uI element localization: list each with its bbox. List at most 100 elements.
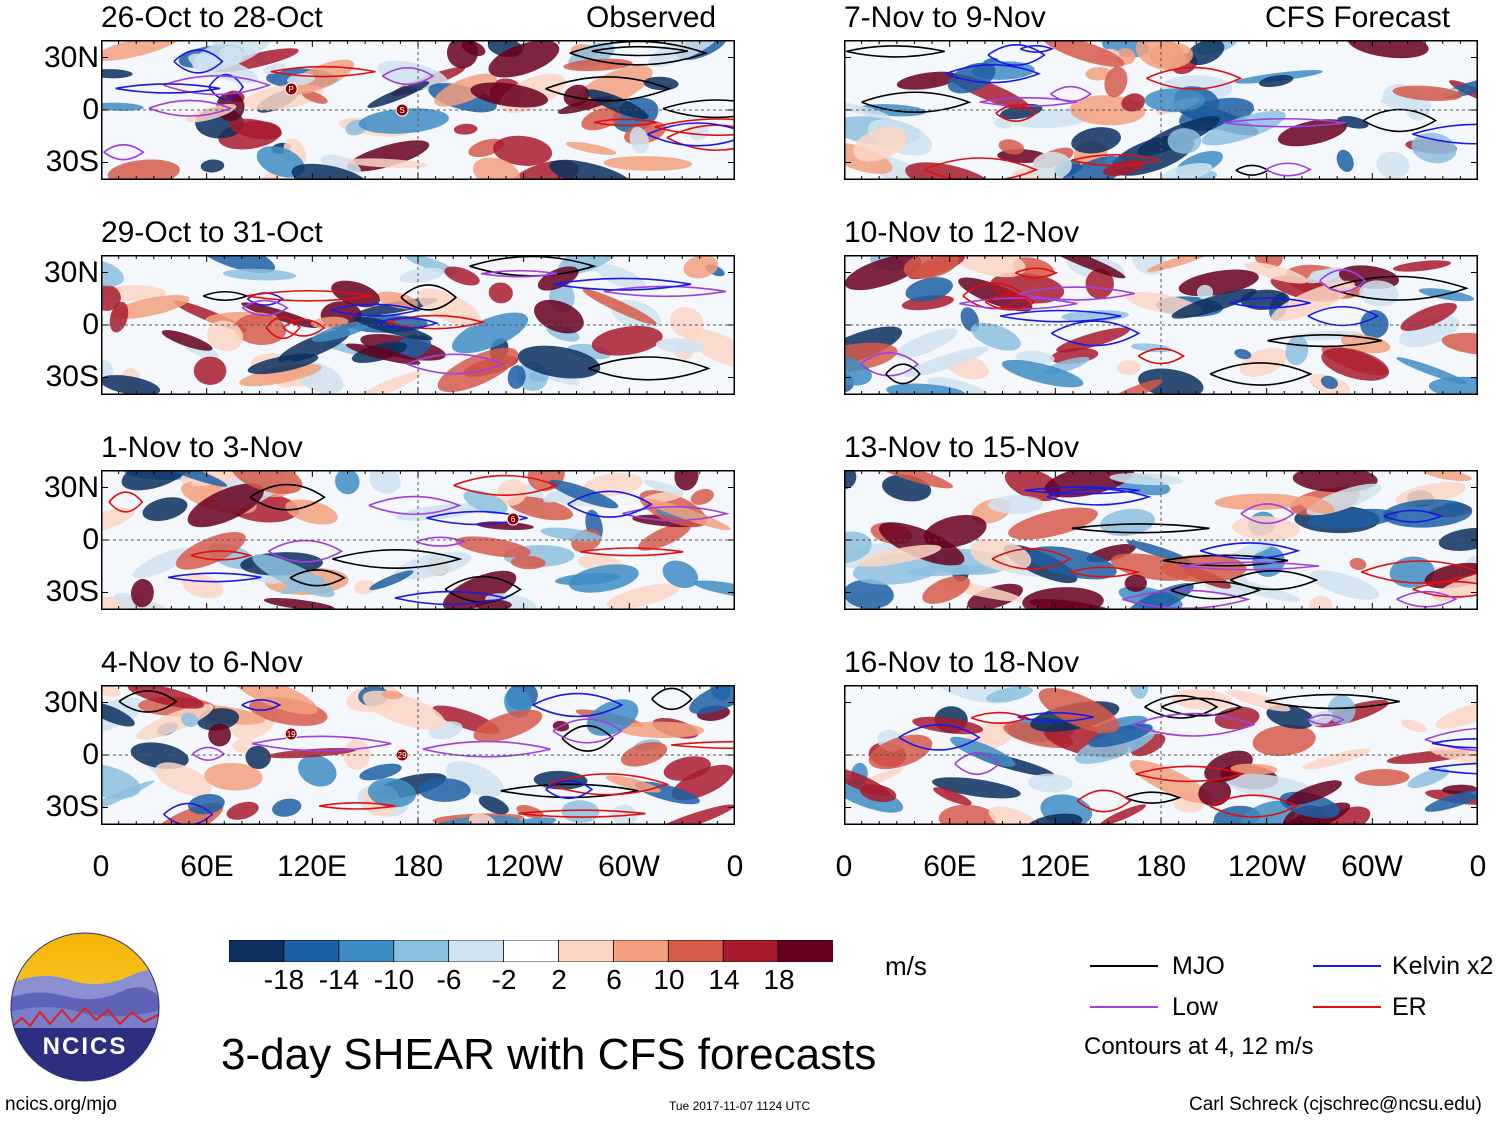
colorbar-swatch <box>612 939 670 963</box>
shear-anomaly-blob <box>445 761 504 797</box>
shear-anomaly-blob <box>1407 768 1450 789</box>
shear-anomaly-blob <box>922 575 971 604</box>
shear-anomaly-blob <box>1056 327 1130 353</box>
shear-anomaly-blob <box>606 583 681 610</box>
shear-anomaly-blob <box>629 126 650 154</box>
wave-contour <box>426 510 528 526</box>
shear-anomaly-blob <box>669 307 704 338</box>
wave-contour <box>603 285 727 298</box>
colorbar-tick-label: -10 <box>373 964 415 995</box>
shear-anomaly-blob <box>517 345 601 379</box>
units-label: m/s <box>885 951 927 981</box>
shear-anomaly-blob <box>844 531 872 564</box>
shear-anomaly-blob <box>683 255 719 279</box>
shear-anomaly-blob <box>1167 128 1202 154</box>
lon-tick-label: 60E <box>180 850 234 883</box>
shear-anomaly-blob <box>906 565 988 577</box>
shear-anomaly-blob <box>985 686 1033 703</box>
wave-contour <box>163 75 272 96</box>
shear-anomaly-blob <box>453 123 478 135</box>
wave-contour <box>1209 362 1313 386</box>
shear-anomaly-blob <box>239 363 322 387</box>
map-canvas <box>101 255 735 395</box>
wave-contour <box>580 547 684 557</box>
shear-anomaly-blob <box>1042 40 1125 67</box>
wave-contour <box>591 45 688 57</box>
shear-anomaly-blob <box>1285 780 1343 806</box>
colorbar-swatch <box>777 939 834 963</box>
wave-contour <box>208 73 245 101</box>
wave-contour <box>118 690 178 713</box>
shear-anomaly-blob <box>193 356 227 385</box>
shear-anomaly-blob <box>565 141 617 155</box>
figure-title: 3-day SHEAR with CFS forecasts <box>221 1030 877 1079</box>
map-panel: 19 29 <box>101 685 735 825</box>
shear-anomaly-blob <box>101 69 133 79</box>
shear-anomaly-blob <box>1027 773 1073 793</box>
lon-tick-label: 120W <box>484 850 564 883</box>
wave-contour <box>1223 117 1347 128</box>
shear-anomaly-blob <box>1104 66 1128 98</box>
shear-anomaly-blob <box>510 555 546 570</box>
shear-anomaly-blob <box>247 353 319 375</box>
legend-line-low <box>1090 1006 1158 1008</box>
wave-contour <box>1428 762 1478 775</box>
wave-contour <box>646 122 735 147</box>
column-label-observed: Observed <box>586 1 717 34</box>
shear-anomaly-blob <box>1252 724 1316 757</box>
wave-contour <box>270 65 376 78</box>
wave-contour <box>1383 509 1444 523</box>
shear-anomaly-blob <box>1441 332 1478 355</box>
wave-contour <box>332 549 463 569</box>
shear-anomaly-blob <box>222 268 297 281</box>
wave-contour <box>1412 123 1478 145</box>
shear-anomaly-blob <box>1124 574 1147 592</box>
wave-contour <box>1209 794 1299 818</box>
shear-anomaly-blob <box>1411 132 1457 164</box>
wave-contour <box>1396 590 1458 608</box>
shear-anomaly-blob <box>136 704 214 740</box>
lon-tick-label: 180 <box>392 850 444 883</box>
shear-anomaly-blob <box>367 81 430 108</box>
wave-contour <box>1170 580 1262 600</box>
shear-anomaly-blob <box>1109 472 1183 486</box>
shear-anomaly-blob <box>472 157 521 180</box>
wave-contour <box>593 118 657 127</box>
wave-contour <box>265 316 301 340</box>
lon-tick-label: 60W <box>1341 850 1403 883</box>
wave-contour <box>561 725 614 752</box>
shear-anomaly-blob <box>1088 723 1153 748</box>
wave-contour <box>173 49 224 74</box>
wave-contour <box>148 99 233 117</box>
shear-anomaly-blob <box>142 497 188 521</box>
shear-anomaly-blob <box>493 135 553 166</box>
shear-anomaly-blob <box>208 723 232 747</box>
wave-contour <box>885 363 921 385</box>
wave-contour <box>267 539 344 563</box>
map-canvas <box>844 40 1478 180</box>
timestamp: Tue 2017-11-07 1124 UTC <box>669 1099 811 1113</box>
shear-anomaly-blob <box>674 470 699 491</box>
shear-anomaly-blob <box>1043 255 1126 279</box>
wave-contour <box>1018 286 1135 301</box>
shear-anomaly-blob <box>1198 779 1232 807</box>
wave-contour <box>1070 566 1141 578</box>
map-panel <box>844 685 1478 825</box>
lat-tick-label: 30N <box>43 471 99 504</box>
wave-contour <box>984 293 1037 311</box>
site-link[interactable]: ncics.org/mjo <box>5 1094 117 1115</box>
wave-contour <box>1146 66 1243 90</box>
wave-contour <box>622 505 730 522</box>
colorbar-swatch <box>393 939 450 963</box>
map-panel <box>101 255 735 395</box>
shear-anomaly-blob <box>1392 260 1451 272</box>
shear-anomaly-blob <box>1321 347 1390 381</box>
lon-tick-label: 0 <box>1469 850 1487 883</box>
colorbar-swatch <box>667 939 725 963</box>
wave-contour <box>1162 554 1289 567</box>
shear-anomaly-blob <box>1354 768 1410 787</box>
shear-anomaly-blob <box>1100 804 1147 825</box>
wave-contour <box>1319 269 1367 293</box>
wave-contour <box>959 297 1078 310</box>
wave-contour <box>115 83 221 94</box>
